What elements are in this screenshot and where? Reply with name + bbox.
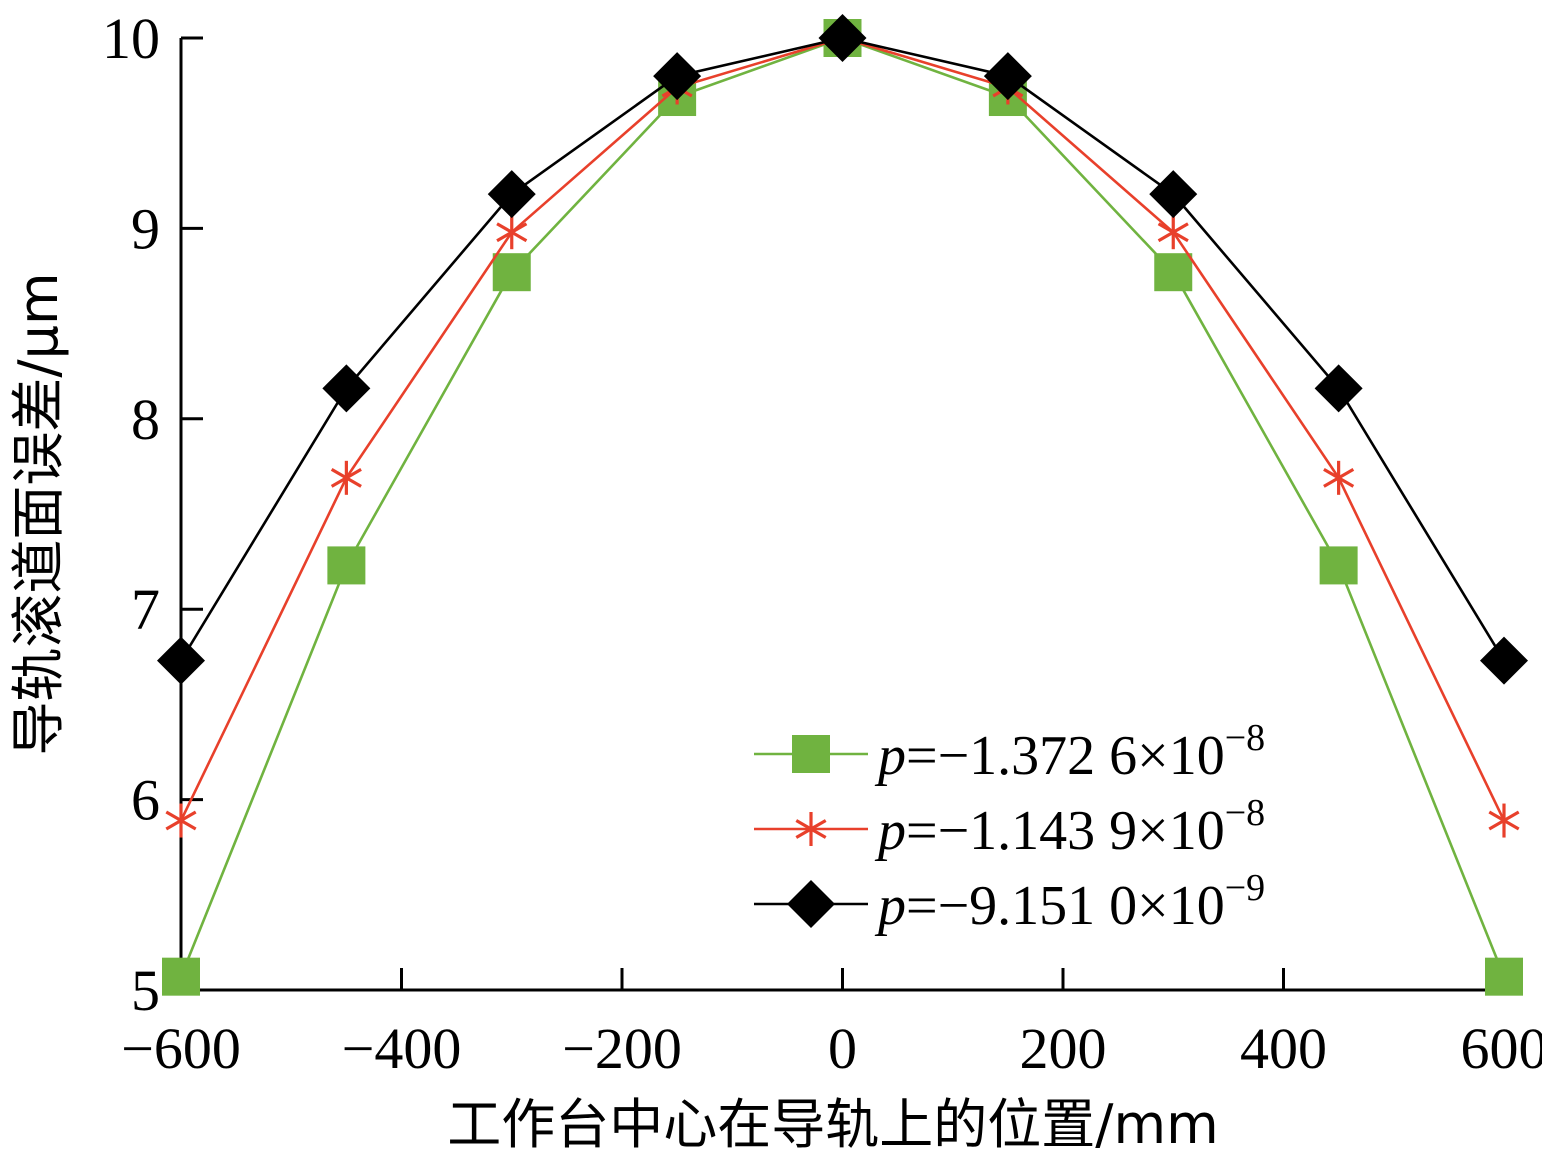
data-point [653,52,702,101]
data-point [162,957,200,996]
legend-entry: p=−1.372 6×10−8 [754,717,1265,787]
axes [179,38,1504,992]
series-asterisk [165,21,1520,838]
legend-label: p=−9.151 0×10−9 [874,867,1265,937]
x-tick-label: 400 [1240,1016,1327,1081]
legend-marker [792,735,830,773]
data-point [487,170,536,219]
series-layer [157,14,1528,996]
y-tick-label: 8 [131,387,160,452]
series-line [179,36,1506,822]
data-point [1488,803,1520,838]
y-tick-label: 5 [131,958,160,1023]
legend-label: p=−1.143 9×10−8 [874,792,1265,862]
y-tick-label: 10 [102,6,160,71]
data-point [1314,364,1363,413]
legend-marker [787,880,835,928]
x-tick-label: 0 [828,1016,857,1081]
legend-entry: p=−9.151 0×10−9 [754,867,1265,937]
x-axis-title: 工作台中心在导轨上的位置/mm [447,1093,1218,1156]
x-tick-label: −400 [342,1016,462,1081]
data-point [327,546,366,585]
data-point [165,803,197,838]
data-point [983,52,1032,101]
data-point [330,460,362,495]
data-point [1154,253,1193,292]
data-point [1485,957,1523,996]
data-point [492,253,531,292]
data-point [1480,636,1528,685]
legend: p=−1.372 6×10−8p=−1.143 9×10−8p=−9.151 0… [754,717,1265,937]
series-diamond [157,14,1528,685]
data-point [818,14,867,62]
y-tick-label: 7 [131,577,160,642]
series-line [179,36,1506,978]
y-tick-label: 9 [131,196,160,261]
legend-marker [795,812,827,846]
legend-label: p=−1.372 6×10−8 [874,717,1265,787]
data-point [157,636,205,685]
y-tick-label: 6 [131,768,160,833]
series-square [162,19,1523,996]
x-tick-label: −200 [562,1016,682,1081]
data-point [1149,170,1198,219]
x-tick-label: 200 [1020,1016,1107,1081]
legend-entry: p=−1.143 9×10−8 [754,792,1265,862]
data-point [496,215,528,250]
y-axis-title: 导轨滚道面误差/μm [7,272,70,755]
ticks: −600 −400 −200 0 200 400 600 5 6 7 8 9 10 [102,6,1542,1081]
series-line [179,36,1506,662]
data-point [1319,546,1358,585]
data-point [1323,460,1355,495]
data-point [322,364,371,413]
data-point [1157,215,1189,250]
x-tick-label: 600 [1461,1016,1542,1081]
x-tick-label: −600 [121,1016,241,1081]
